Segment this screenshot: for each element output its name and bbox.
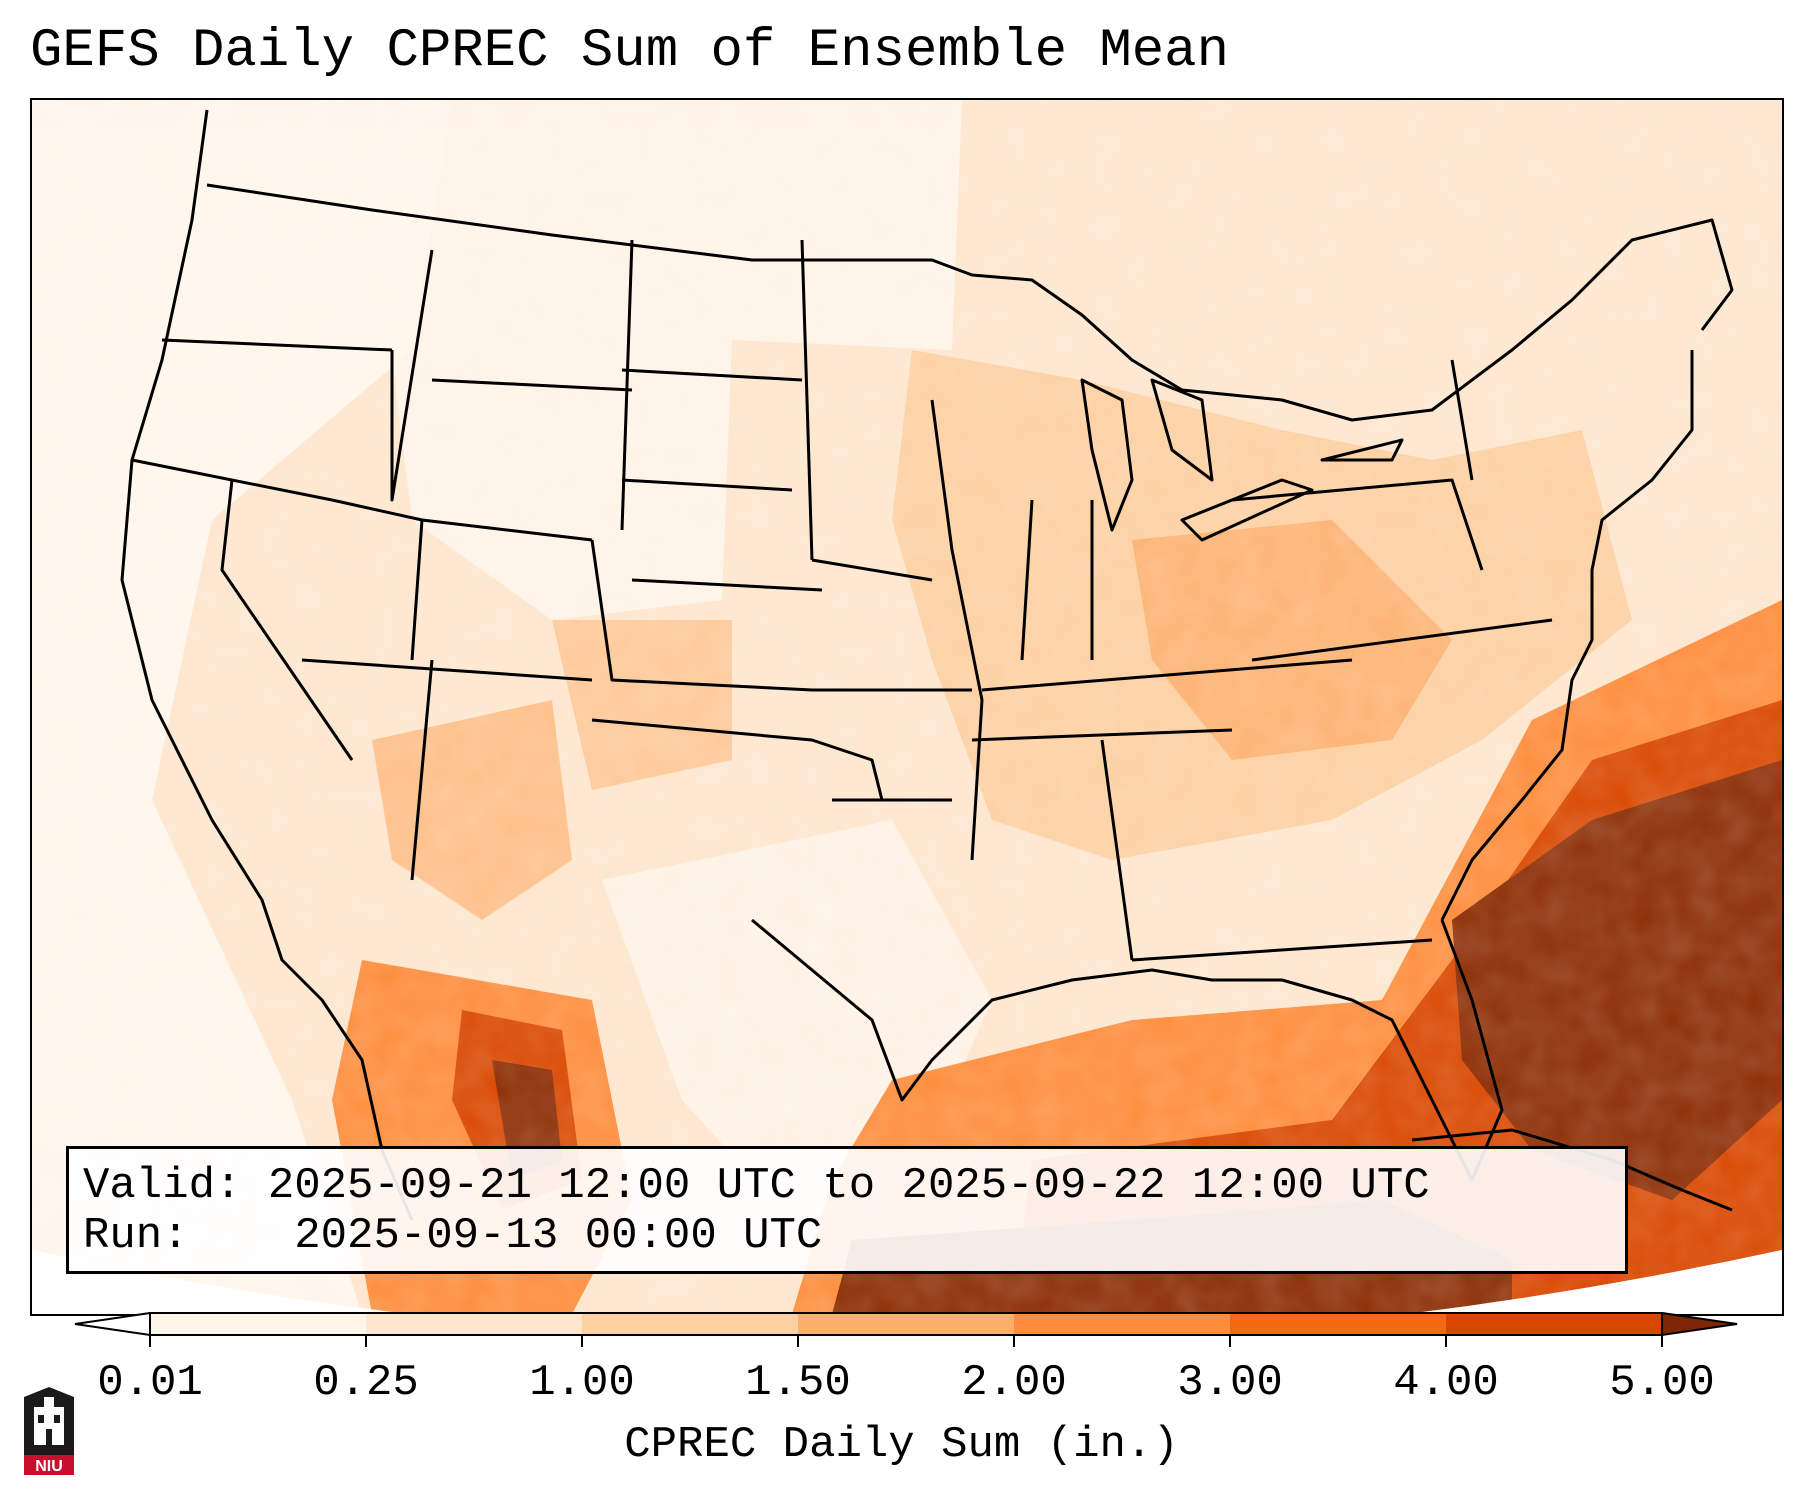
outside-projection: [32, 1250, 1782, 1314]
colorbar-segment: [150, 1313, 367, 1335]
niu-building-icon: NIU: [24, 1387, 74, 1475]
border-ne-ks: [631, 578, 823, 592]
border-nv-ut: [331, 498, 424, 661]
run-line: Run: 2025-09-13 00:00 UTC: [83, 1211, 822, 1261]
border-az-nm: [410, 659, 434, 881]
border-il-in: [1020, 499, 1034, 661]
colorbar-over-arrow: [1661, 1311, 1738, 1337]
valid-line: Valid: 2025-09-21 12:00 UTC to 2025-09-2…: [83, 1161, 1430, 1211]
colorbar-under-arrow: [74, 1311, 151, 1337]
logo-text: NIU: [35, 1458, 63, 1475]
colorbar: [74, 1311, 1738, 1347]
valid-value: 2025-09-21 12:00 UTC to 2025-09-22 12:00…: [267, 1161, 1430, 1211]
border-idaho: [390, 249, 434, 502]
logo-window-1: [38, 1415, 44, 1423]
border-ia-mo: [811, 558, 933, 582]
border-ca-nv: [220, 479, 354, 761]
validity-info-box: Valid: 2025-09-21 12:00 UTC to 2025-09-2…: [66, 1146, 1628, 1274]
border-wy-co: [421, 518, 593, 542]
border-ny: [1450, 359, 1474, 481]
border-dakotas: [620, 239, 634, 531]
border-nd-sd: [621, 368, 803, 382]
colorbar-tick-label: 0.25: [313, 1358, 419, 1408]
colorbar-tick-label: 2.00: [961, 1358, 1067, 1408]
colorbar-tick-label: 3.00: [1177, 1358, 1283, 1408]
state-borders: [120, 109, 1734, 1221]
logo-door: [46, 1429, 52, 1445]
lake-michigan: [1080, 378, 1134, 532]
colorbar-segment: [366, 1313, 583, 1335]
lake-huron: [1150, 378, 1214, 482]
border-ut-az: [301, 658, 593, 682]
border-tn-al: [971, 728, 1233, 742]
border-co-ks: [590, 539, 813, 692]
colorbar-segment: [1446, 1313, 1663, 1335]
colorbar-ticks: [149, 1335, 1663, 1347]
colorbar-tick-label: 4.00: [1393, 1358, 1499, 1408]
coastline-atlantic: [1440, 350, 1694, 921]
colorbar-segment: [1014, 1313, 1231, 1335]
border-sd-ne: [621, 478, 793, 492]
lake-ontario: [1320, 438, 1404, 462]
colorbar-segment: [582, 1313, 799, 1335]
colorbar-outline: [149, 1312, 1663, 1336]
border-mn: [800, 239, 814, 561]
border-va: [1251, 618, 1553, 662]
precip-texture: [32, 100, 1782, 1314]
run-value: 2025-09-13 00:00 UTC: [294, 1211, 823, 1261]
border-tn-ky: [981, 658, 1353, 692]
logo-banner: [24, 1455, 74, 1475]
precipitation-map: [30, 98, 1784, 1316]
map-title: GEFS Daily CPREC Sum of Ensemble Mean: [30, 21, 1229, 82]
valid-label: Valid:: [83, 1161, 242, 1211]
canada-border: [206, 183, 1734, 422]
border-wa-or: [161, 338, 393, 352]
logo-tower: [44, 1397, 54, 1409]
run-label: Run:: [83, 1211, 189, 1261]
colorbar-label: CPREC Daily Sum (in.): [624, 1420, 1179, 1470]
border-mt-wy: [431, 378, 633, 392]
colorbar-tick-label: 1.00: [529, 1358, 635, 1408]
border-ok-tx: [591, 718, 884, 801]
map-svg: [32, 100, 1782, 1314]
colorbar-segments: [74, 1311, 1738, 1337]
colorbar-tick-label: 5.00: [1609, 1358, 1715, 1408]
colorbar-tick-label: 1.50: [745, 1358, 851, 1408]
colorbar-segment: [1230, 1313, 1447, 1335]
border-al-ga: [1100, 739, 1134, 961]
coastline-west: [120, 109, 414, 1221]
lake-erie: [1180, 478, 1314, 542]
colorbar-segment: [798, 1313, 1015, 1335]
colorbar-tick-label: 0.01: [97, 1358, 203, 1408]
logo-window-2: [54, 1415, 60, 1423]
border-ga-fl: [1131, 938, 1433, 962]
border-mississippi: [930, 399, 984, 861]
